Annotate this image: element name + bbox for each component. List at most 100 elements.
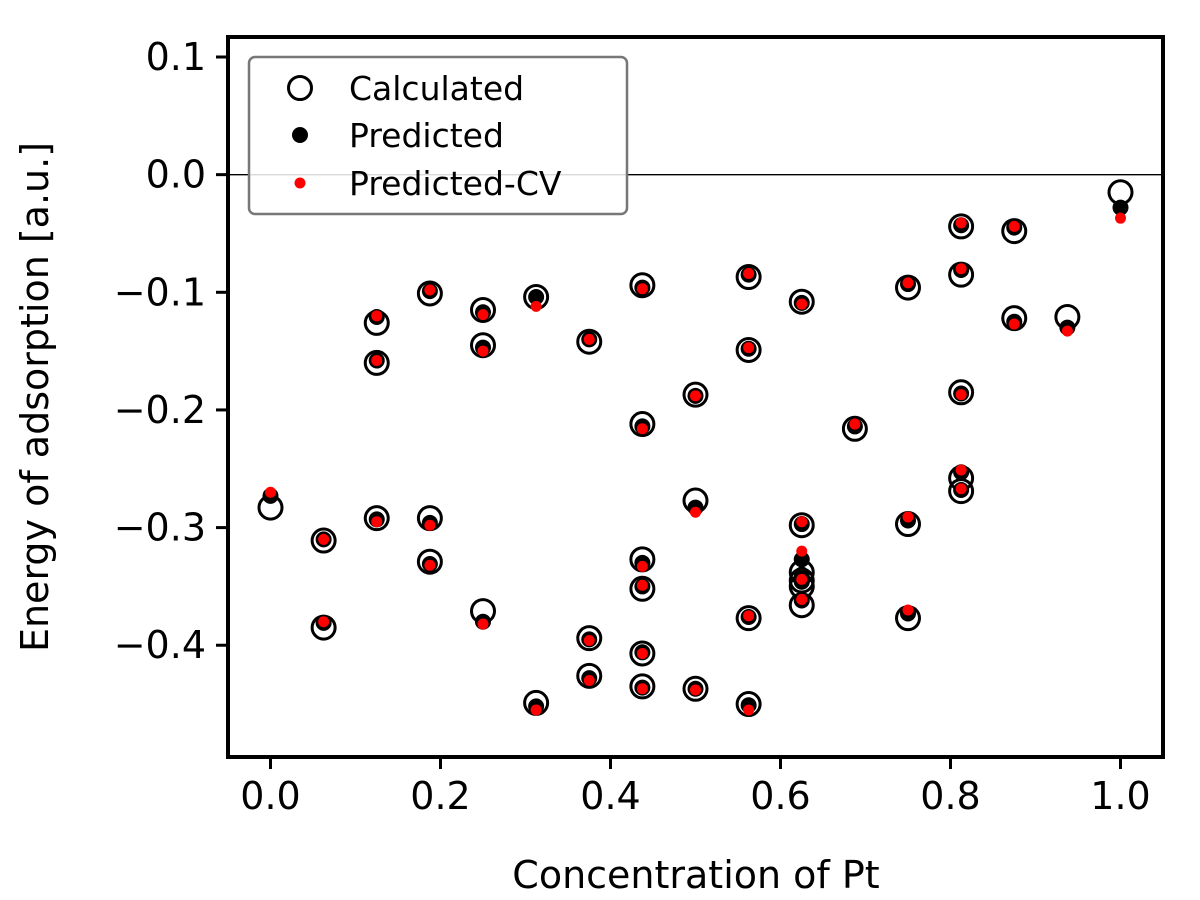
y-tick-label: −0.3 xyxy=(114,506,206,550)
calculated-point xyxy=(310,527,337,554)
legend-label: Calculated xyxy=(349,69,524,108)
predicted-cv-point xyxy=(902,511,914,523)
predicted-cv-point xyxy=(265,486,276,498)
predicted-cv-point xyxy=(955,483,967,495)
predicted-cv-point xyxy=(955,263,967,275)
calculated-point xyxy=(416,548,443,575)
predicted-cv-point xyxy=(371,355,383,367)
predicted-cv-point xyxy=(796,516,808,528)
x-tick-label: 0.2 xyxy=(410,774,470,818)
predicted-cv-point xyxy=(636,579,648,591)
calculated-point xyxy=(682,675,709,702)
predicted-cv-point xyxy=(583,333,595,345)
calculated-point xyxy=(735,691,762,718)
predicted-cv-point xyxy=(636,647,648,659)
x-axis-title: Concentration of Pt xyxy=(512,853,879,897)
predicted-cv-point xyxy=(318,533,330,545)
predicted-cv-point xyxy=(849,418,861,430)
calculated-point xyxy=(948,213,975,240)
calculated-point xyxy=(735,605,762,632)
predicted-cv-point xyxy=(477,618,489,630)
predicted-cv-point xyxy=(583,675,595,687)
predicted-cv-point xyxy=(955,217,967,229)
predicted-cv-point xyxy=(902,277,914,289)
predicted-cv-point xyxy=(690,506,701,518)
predicted-cv-point xyxy=(477,309,489,321)
predicted-cv-point xyxy=(477,345,489,357)
x-tick-label: 0.8 xyxy=(920,774,980,818)
predicted-cv-point xyxy=(1008,220,1020,232)
predicted-cv-point xyxy=(1008,318,1020,330)
legend-label: Predicted xyxy=(349,116,504,155)
predicted-cv-point xyxy=(371,516,383,528)
y-tick-label: 0.0 xyxy=(146,153,206,197)
calculated-point xyxy=(629,411,656,438)
series-predicted-cv xyxy=(265,212,1126,716)
predicted-cv-point xyxy=(955,389,967,401)
calculated-point xyxy=(841,415,868,442)
plot-frame xyxy=(226,35,1165,759)
axes-layer: 0.0 0.2 0.4 0.6 0.8 1.0 0.1 0.0 −0.1 −0.2 −0.3 −0.4 xyxy=(114,35,1165,818)
predicted-cv-point xyxy=(796,298,808,310)
calculated-point xyxy=(788,512,815,539)
calculated-point xyxy=(735,264,762,290)
predicted-cv-point xyxy=(318,616,330,628)
predicted-cv-point xyxy=(424,559,436,571)
calculated-point xyxy=(629,673,656,700)
predicted-cv-point xyxy=(424,519,436,531)
predicted-cv-point xyxy=(743,267,755,279)
y-tick-label: −0.4 xyxy=(114,623,206,667)
calculated-point xyxy=(363,349,390,376)
predicted-cv-point xyxy=(743,610,755,622)
predicted-cv-point xyxy=(636,423,648,435)
predicted-cv-point xyxy=(796,573,808,585)
predicted-cv-point xyxy=(1115,212,1126,224)
calculated-point xyxy=(629,640,656,667)
calculated-point xyxy=(576,625,603,652)
predicted-cv-point xyxy=(690,390,701,402)
predicted-cv-point xyxy=(690,684,701,696)
calculated-point xyxy=(629,575,656,602)
x-tick-label: 1.0 xyxy=(1090,774,1150,818)
predicted-point xyxy=(528,289,545,305)
calculated-point xyxy=(470,296,496,323)
calculated-point xyxy=(682,381,709,408)
predicted-cv-point xyxy=(583,635,595,647)
series-calculated xyxy=(257,179,1134,718)
x-tick-label: 0.0 xyxy=(240,774,300,818)
x-tick-label: 0.4 xyxy=(580,774,640,818)
calculated-point xyxy=(363,505,390,532)
predicted-cv-point xyxy=(955,464,967,476)
legend-label: Predicted-CV xyxy=(349,164,562,203)
predicted-cv-point xyxy=(371,310,383,322)
calculated-point xyxy=(576,662,603,689)
predicted-point xyxy=(793,551,810,568)
y-axis-title: Energy of adsorption [a.u.] xyxy=(13,142,57,652)
calculated-point xyxy=(470,332,496,359)
calculated-point xyxy=(735,336,762,363)
predicted-cv-point xyxy=(1061,325,1073,337)
y-tick-label: 0.1 xyxy=(146,35,206,79)
legend: Calculated Predicted Predicted-CV xyxy=(247,55,629,216)
data-points-layer xyxy=(257,179,1134,718)
predicted-cv-point xyxy=(743,704,755,716)
predicted-cv-point xyxy=(636,283,648,295)
calculated-point xyxy=(948,379,975,406)
predicted-cv-point xyxy=(636,560,648,572)
x-tick-label: 0.6 xyxy=(750,774,810,818)
y-tick-label: −0.1 xyxy=(114,270,206,314)
calculated-point xyxy=(416,280,443,307)
predicted-cv-point xyxy=(424,284,436,296)
series-predicted xyxy=(262,199,1129,715)
calculated-point xyxy=(576,328,603,355)
calculated-point xyxy=(788,288,815,315)
predicted-cv-point xyxy=(796,545,808,557)
legend-box xyxy=(247,55,629,216)
predicted-cv-point xyxy=(902,604,914,616)
predicted-point xyxy=(1112,199,1129,216)
y-tick-label: −0.2 xyxy=(114,388,206,432)
legend-predicted-cv-marker xyxy=(294,177,306,189)
legend-predicted-marker xyxy=(292,127,308,143)
predicted-cv-point xyxy=(796,593,808,605)
